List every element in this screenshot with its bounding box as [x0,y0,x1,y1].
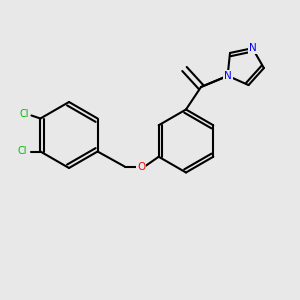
Text: N: N [224,71,232,81]
Text: N: N [249,43,256,53]
Text: Cl: Cl [18,146,27,157]
Text: Cl: Cl [19,109,29,119]
Text: O: O [137,161,145,172]
